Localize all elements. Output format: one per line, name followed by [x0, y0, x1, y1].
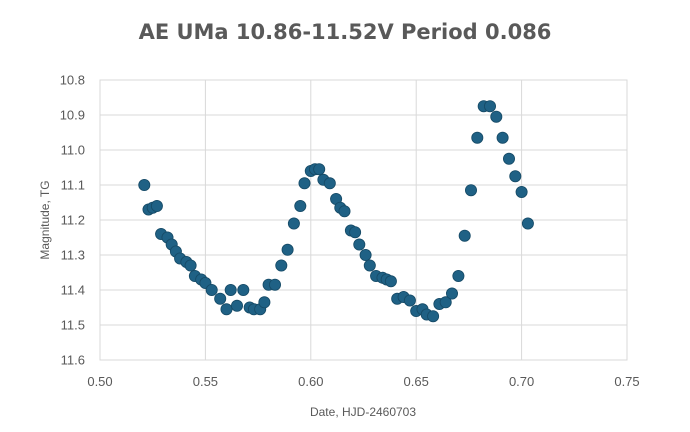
data-point	[502, 152, 515, 165]
data-point	[452, 269, 465, 282]
x-tick-label: 0.55	[193, 374, 218, 389]
data-point	[403, 294, 416, 307]
y-tick-label: 10.9	[60, 108, 85, 123]
y-tick-label: 11.5	[61, 318, 85, 333]
y-axis-ticks: 10.8 10.9 11.0 11.1 11.2 11.3 11.4 11.5 11.6	[60, 73, 85, 368]
data-point	[138, 178, 151, 191]
data-point	[281, 243, 294, 256]
x-tick-label: 0.60	[298, 374, 323, 389]
y-tick-label: 11.6	[61, 353, 85, 368]
data-point	[287, 217, 300, 230]
data-point	[353, 238, 366, 251]
data-point	[313, 163, 326, 176]
y-tick-label: 10.8	[60, 73, 85, 88]
data-point	[258, 296, 271, 309]
gridlines	[99, 79, 628, 361]
y-tick-label: 11.3	[61, 248, 85, 263]
x-tick-label: 0.70	[509, 374, 534, 389]
x-tick-label: 0.50	[87, 374, 112, 389]
data-point	[323, 177, 336, 190]
y-tick-label: 11.1	[61, 178, 85, 193]
data-points	[138, 100, 534, 323]
data-point	[458, 229, 471, 242]
plot-frame	[99, 79, 628, 361]
data-point	[427, 310, 440, 323]
data-point	[205, 283, 218, 296]
data-point	[471, 131, 484, 144]
data-point	[464, 184, 477, 197]
data-point	[384, 275, 397, 288]
y-axis-label: Magnitude, TG	[38, 180, 52, 259]
data-point	[150, 199, 163, 212]
data-point	[359, 248, 372, 261]
data-point	[275, 259, 288, 272]
data-point	[230, 299, 243, 312]
data-point	[237, 283, 250, 296]
data-point	[220, 303, 233, 316]
data-point	[298, 177, 311, 190]
x-axis-ticks: 0.50 0.55 0.60 0.65 0.70 0.75	[87, 374, 639, 389]
data-point	[338, 205, 351, 218]
data-point	[521, 217, 534, 230]
data-point	[483, 100, 496, 113]
x-tick-label: 0.75	[614, 374, 639, 389]
data-point	[496, 131, 509, 144]
chart-title: AE UMa 10.86-11.52V Period 0.086	[139, 20, 552, 44]
data-point	[224, 283, 237, 296]
y-tick-label: 11.4	[61, 283, 85, 298]
data-point	[268, 278, 281, 291]
data-point	[509, 170, 522, 183]
x-axis-label: Date, HJD-2460703	[310, 405, 416, 419]
data-point	[490, 110, 503, 123]
data-point	[515, 185, 528, 198]
data-point	[349, 226, 362, 239]
data-point	[445, 287, 458, 300]
data-point	[184, 259, 197, 272]
y-tick-label: 11.0	[61, 143, 85, 158]
data-point	[363, 259, 376, 272]
data-point	[214, 292, 227, 305]
y-tick-label: 11.2	[61, 213, 85, 228]
data-point	[294, 199, 307, 212]
data-point	[439, 296, 452, 309]
x-tick-label: 0.65	[404, 374, 429, 389]
